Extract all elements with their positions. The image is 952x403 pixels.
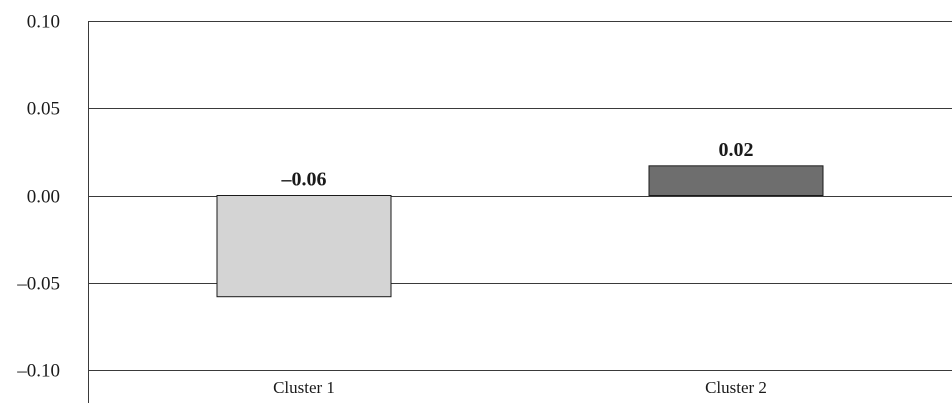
y-tick-label: –0.05 bbox=[16, 274, 60, 295]
y-tick-label: 0.10 bbox=[27, 12, 60, 33]
x-axis-category-labels: Cluster 1 Cluster 2 bbox=[273, 378, 767, 397]
y-tick-label: 0.00 bbox=[27, 187, 60, 208]
y-axis-tick-labels: 0.10 0.05 0.00 –0.05 –0.10 bbox=[16, 12, 60, 382]
x-category-label: Cluster 2 bbox=[705, 378, 767, 397]
data-labels: –0.06 0.02 bbox=[281, 139, 754, 191]
bar-cluster-2 bbox=[648, 165, 824, 197]
bars bbox=[216, 165, 824, 298]
data-label: 0.02 bbox=[719, 139, 754, 161]
data-label: –0.06 bbox=[281, 169, 327, 191]
y-tick-label: 0.05 bbox=[27, 99, 60, 120]
bar-cluster-1 bbox=[216, 195, 392, 298]
x-category-label: Cluster 1 bbox=[273, 378, 335, 397]
y-tick-label: –0.10 bbox=[16, 361, 60, 382]
